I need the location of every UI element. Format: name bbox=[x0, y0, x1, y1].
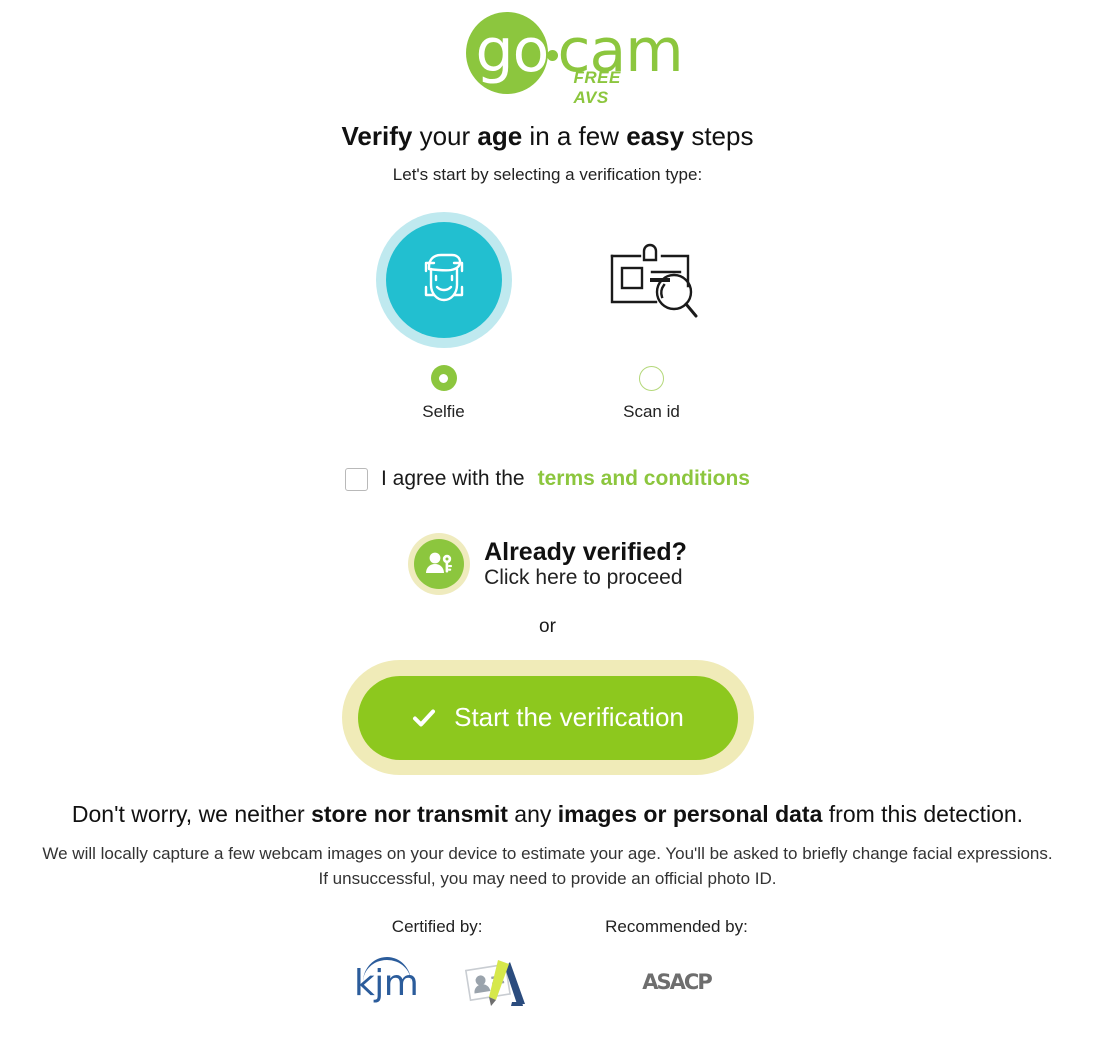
option-selfie-label: Selfie bbox=[422, 402, 465, 421]
already-verified-icon-circle bbox=[414, 539, 465, 589]
selfie-face-scan-icon bbox=[424, 253, 463, 302]
radio-selfie[interactable] bbox=[430, 361, 457, 395]
logo-dot bbox=[546, 50, 558, 61]
option-scan-id-label: Scan id bbox=[623, 402, 680, 421]
radio-selfie-selected[interactable] bbox=[430, 365, 457, 391]
already-verified-title: Already verified? bbox=[484, 538, 687, 567]
headline-verify: Verify bbox=[341, 121, 413, 151]
id-card-magnifier-icon bbox=[610, 243, 697, 318]
selfie-icon-wrap bbox=[375, 210, 512, 350]
already-verified-subtitle: Click here to proceed bbox=[484, 565, 683, 589]
start-verification-button[interactable]: Start the verification bbox=[357, 675, 738, 760]
selfie-icon-circle bbox=[385, 222, 502, 338]
radio-scan-id-unselected[interactable] bbox=[639, 365, 664, 391]
headline-easy: easy bbox=[626, 121, 685, 151]
logo-tagline: FREE AVS bbox=[573, 68, 621, 107]
or-separator: or bbox=[539, 616, 556, 637]
page-title: Verify your age in a few easy steps bbox=[342, 121, 754, 152]
fineprint-text: We will locally capture a few webcam ima… bbox=[42, 844, 1053, 888]
person-key-icon bbox=[426, 552, 453, 573]
notice-part-4: images or personal data bbox=[557, 801, 823, 827]
option-selfie[interactable]: Selfie bbox=[369, 210, 519, 422]
notice-part-3: any bbox=[507, 801, 558, 827]
headline-your: your bbox=[412, 121, 478, 151]
check-icon bbox=[413, 709, 436, 726]
kjm-arc bbox=[363, 957, 412, 982]
asacp-logo: ASACP bbox=[642, 970, 712, 995]
terms-label: I agree with the bbox=[381, 467, 525, 490]
notice-part-5: from this detection. bbox=[822, 801, 1024, 827]
radio-scan-id[interactable] bbox=[639, 361, 664, 395]
already-verified-block[interactable]: Already verified? Click here to proceed bbox=[408, 533, 687, 595]
selfie-icon-ring bbox=[375, 212, 512, 348]
certified-by-block: Certified by: kjm bbox=[347, 917, 527, 1011]
option-scan-id[interactable]: Scan id bbox=[577, 210, 727, 422]
notice-part-1: Don't worry, we neither bbox=[71, 801, 312, 827]
notice-part-2: store nor transmit bbox=[311, 801, 508, 827]
headline-inafew: in a few bbox=[522, 121, 627, 151]
headline-steps: steps bbox=[684, 121, 754, 151]
recommended-by-logos: ASACP bbox=[642, 953, 712, 1011]
start-verification-halo: Start the verification bbox=[341, 660, 754, 775]
terms-checkbox[interactable] bbox=[345, 467, 369, 491]
headline-age: age bbox=[477, 121, 523, 151]
privacy-notice: Don't worry, we neither store nor transm… bbox=[8, 801, 1088, 828]
recommended-by-block: Recommended by: ASACP bbox=[605, 917, 748, 1011]
page-subtitle: Let's start by selecting a verification … bbox=[392, 165, 703, 184]
age-verification-card-logo bbox=[465, 960, 526, 1007]
already-verified-texts: Already verified? Click here to proceed bbox=[484, 540, 687, 588]
gocam-logo: go cam FREE AVS bbox=[448, 6, 684, 107]
terms-and-conditions-link[interactable]: terms and conditions bbox=[537, 467, 750, 490]
verification-type-options: Selfie bbox=[369, 210, 727, 422]
certified-by-label: Certified by: bbox=[391, 917, 483, 937]
start-verification-label: Start the verification bbox=[454, 702, 684, 732]
logo-cam-text: cam bbox=[557, 16, 684, 86]
certified-by-logos: kjm bbox=[347, 953, 527, 1011]
logo-green-circle bbox=[465, 12, 548, 94]
recommended-by-label: Recommended by: bbox=[605, 917, 748, 937]
kjm-logo: kjm bbox=[347, 955, 425, 1009]
footer-badges: Certified by: kjm bbox=[347, 917, 748, 1011]
scan-id-icon-wrap bbox=[600, 210, 704, 350]
terms-row: I agree with the terms and conditions bbox=[345, 467, 750, 491]
logo-go-text: go bbox=[475, 16, 550, 86]
already-verified-icon-ring bbox=[408, 533, 471, 595]
kjm-logo-text: kjm bbox=[353, 963, 419, 1005]
